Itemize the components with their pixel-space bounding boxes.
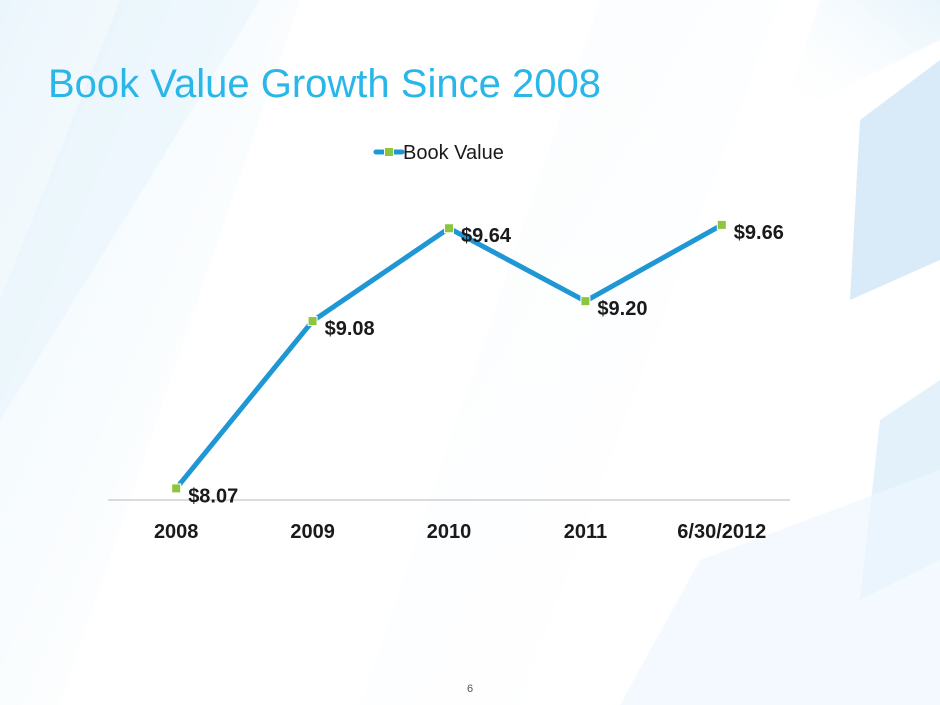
series-line	[173, 222, 725, 491]
x-tick-label: 6/30/2012	[677, 521, 766, 543]
x-tick-label: 2010	[427, 521, 472, 543]
data-point-marker	[580, 296, 591, 307]
data-point-marker	[444, 223, 454, 234]
data-label: $9.64	[461, 225, 512, 247]
x-tick-label: 2009	[290, 521, 335, 543]
chart-legend: Book Value	[373, 142, 504, 164]
data-label: $9.08	[325, 318, 375, 340]
legend-marker-swatch	[384, 147, 394, 157]
data-label: $9.20	[597, 298, 647, 320]
legend-label: Book Value	[403, 142, 504, 164]
x-tick-label: 2008	[154, 521, 199, 543]
data-point-marker	[307, 316, 318, 327]
x-axis-tick-labels: 2008 2009 2010 2011 6/30/2012	[154, 521, 766, 543]
slide-title: Book Value Growth Since 2008	[48, 62, 601, 106]
data-labels: $8.07 $9.08 $9.64 $9.20 $9.66	[188, 222, 784, 507]
data-point-marker	[716, 219, 727, 230]
x-tick-label: 2011	[564, 521, 607, 543]
data-label: $8.07	[188, 485, 238, 507]
series-book-value	[171, 219, 727, 494]
data-point-marker	[171, 483, 182, 494]
data-label: $9.66	[734, 222, 784, 244]
page-number: 6	[466, 683, 474, 695]
